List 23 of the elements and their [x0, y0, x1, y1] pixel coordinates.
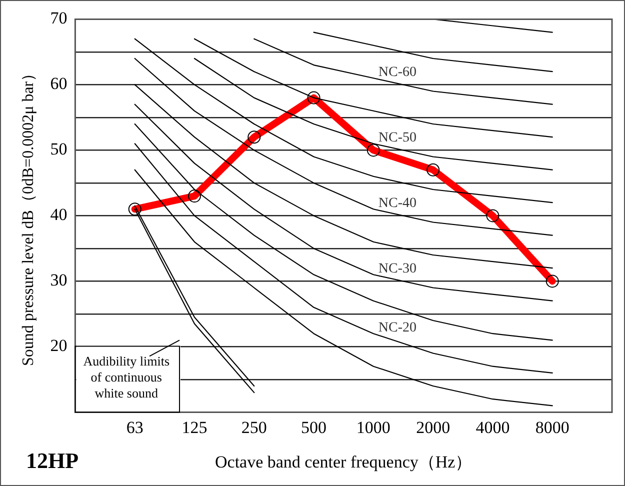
series-label: NC-50 — [378, 130, 417, 146]
y-tick-label: 40 — [50, 205, 68, 224]
y-tick-label: 50 — [50, 140, 68, 159]
x-tick-label: 125 — [182, 418, 208, 437]
y-tick-label: 20 — [50, 336, 68, 356]
y-tick-label: 30 — [50, 270, 68, 290]
series-label: NC-20 — [378, 320, 417, 336]
x-axis-title: Octave band center frequency（Hz） — [214, 452, 472, 472]
text: 12HP — [26, 448, 79, 474]
x-tick-label: 1000 — [356, 418, 390, 437]
annotation: Audibility limits of continuous white sound — [83, 354, 170, 401]
series-label: NC-30 — [378, 261, 417, 276]
y-tick-label: 60 — [50, 74, 68, 94]
y-axis-title: Sound pressure level dB（0dB=0.0002μ bar） — [20, 65, 37, 366]
x-tick-label: 2000 — [416, 418, 450, 437]
x-tick-label: 63 — [126, 418, 144, 437]
x-tick-label: 500 — [301, 418, 327, 437]
series-label: NC-40 — [378, 196, 417, 211]
series-label: NC-60 — [378, 64, 417, 80]
x-tick-label: 8000 — [535, 418, 570, 437]
y-tick-label: 70 — [50, 8, 68, 28]
x-tick-label: 4000 — [476, 418, 510, 437]
x-tick-label: 250 — [241, 418, 267, 437]
